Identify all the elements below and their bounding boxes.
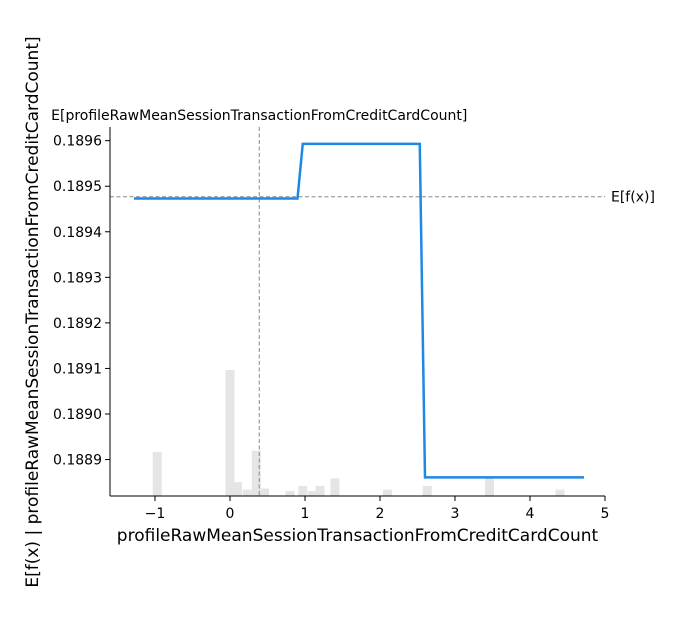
x-axis-ticks: −1 0 1 2 3 4 5 (145, 496, 610, 522)
histogram-bar (422, 485, 432, 496)
y-tick-label: 0.1896 (53, 134, 102, 150)
histogram-bar (308, 490, 317, 496)
y-axis-ticks: 0.1889 0.1890 0.1891 0.1892 0.1893 0.1894 0.18… (53, 134, 110, 469)
reference-lines (110, 127, 605, 496)
histogram-bar (225, 370, 235, 496)
histogram-bar (242, 489, 252, 496)
y-tick-label: 0.1893 (53, 270, 102, 286)
histogram-bar (555, 489, 565, 496)
y-axis-label: E[f(x) | profileRawMeanSessionTransactio… (23, 36, 43, 587)
y-tick-label: 0.1892 (53, 316, 102, 332)
x-tick-label: 4 (526, 506, 535, 522)
histogram-bar (233, 482, 242, 496)
x-axis-label: profileRawMeanSessionTransactionFromCred… (117, 526, 599, 546)
y-tick-label: 0.1895 (53, 179, 102, 195)
feature-mean-label: E[profileRawMeanSessionTransactionFromCr… (51, 108, 467, 124)
histogram-bar (251, 450, 261, 496)
x-tick-label: 3 (451, 506, 460, 522)
x-tick-label: −1 (145, 506, 166, 522)
histogram-bar (330, 478, 340, 496)
expected-value-label: E[f(x)] (611, 190, 655, 206)
histogram-bar (485, 477, 494, 496)
dependence-line (134, 142, 584, 479)
histogram-bar (260, 488, 269, 496)
y-tick-label: 0.1891 (53, 361, 102, 377)
x-tick-label: 0 (226, 506, 235, 522)
histogram-bar (383, 489, 392, 496)
feature-histogram (152, 370, 565, 496)
series-line (134, 142, 584, 479)
x-tick-label: 5 (601, 506, 610, 522)
y-tick-label: 0.1894 (53, 225, 102, 241)
y-tick-label: 0.1889 (53, 453, 102, 469)
y-tick-label: 0.1890 (53, 407, 102, 423)
x-tick-label: 1 (301, 506, 310, 522)
x-tick-label: 2 (376, 506, 385, 522)
histogram-bar (285, 490, 295, 496)
histogram-bar (298, 485, 308, 496)
histogram-bar (315, 485, 325, 496)
histogram-bar (152, 451, 162, 496)
axes (109, 127, 605, 497)
